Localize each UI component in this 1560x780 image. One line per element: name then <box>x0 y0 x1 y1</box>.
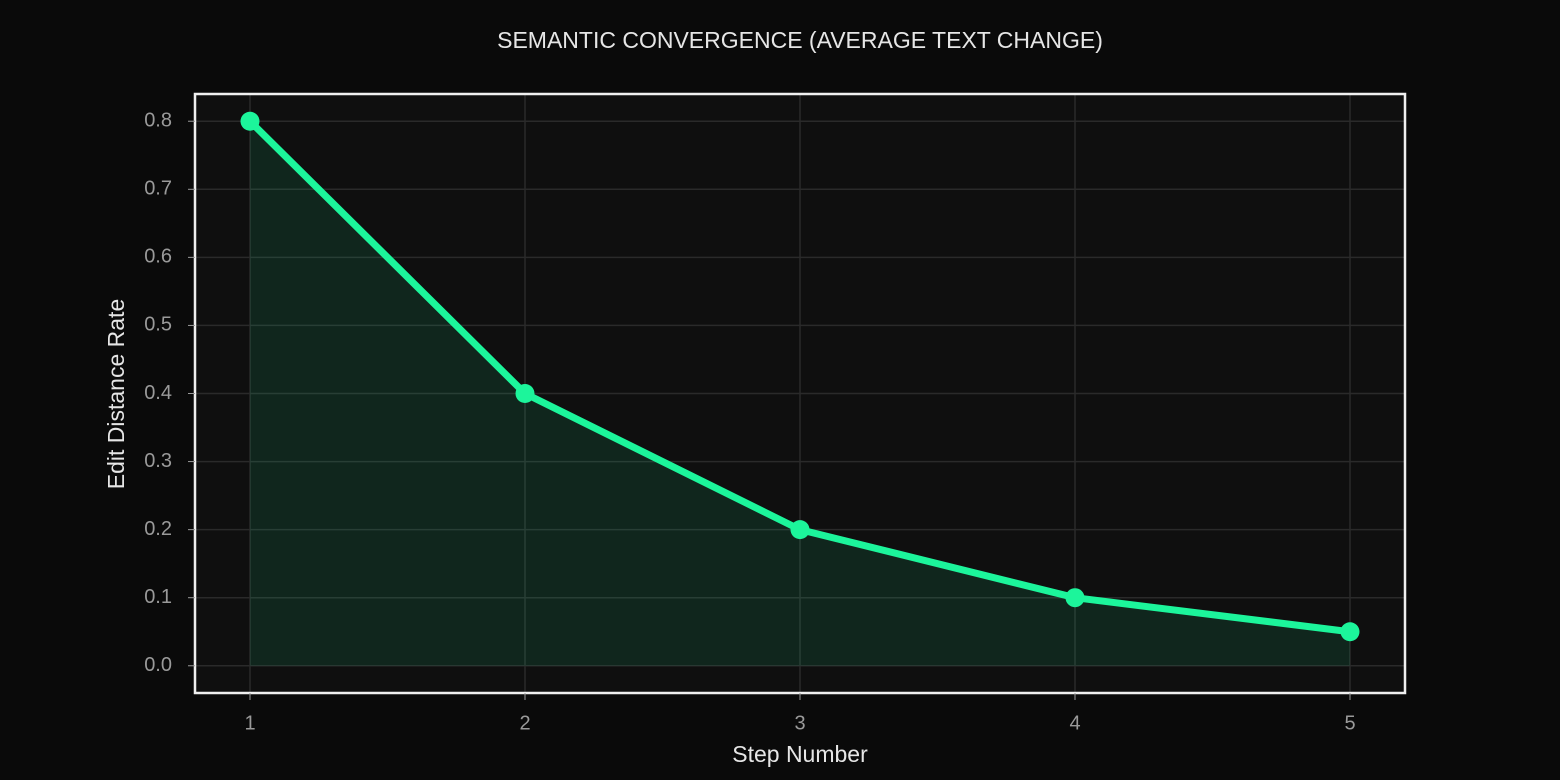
y-axis-label: Edit Distance Rate <box>103 299 129 489</box>
y-tick-label: 0.8 <box>144 110 172 132</box>
y-tick-label: 0.7 <box>144 178 172 200</box>
x-tick-label: 2 <box>519 712 530 734</box>
chart-title: SEMANTIC CONVERGENCE (AVERAGE TEXT CHANG… <box>497 27 1103 53</box>
marker <box>515 384 535 403</box>
y-tick-label: 0.2 <box>144 518 172 540</box>
y-tick-label: 0.0 <box>144 654 172 676</box>
y-tick-label: 0.1 <box>144 586 172 608</box>
marker <box>1065 588 1085 608</box>
x-tick-label: 1 <box>244 712 255 734</box>
x-tick-label: 4 <box>1069 712 1080 734</box>
x-tick-label: 3 <box>794 712 805 734</box>
x-tick-label: 5 <box>1344 712 1355 734</box>
y-tick-label: 0.6 <box>144 246 172 268</box>
marker <box>1340 622 1360 642</box>
y-tick-label: 0.5 <box>144 314 172 336</box>
x-axis-label: Step Number <box>732 741 868 767</box>
marks <box>240 111 1360 666</box>
marker <box>240 111 260 131</box>
area <box>250 121 1350 666</box>
y-tick-label: 0.3 <box>144 450 172 472</box>
y-tick-label: 0.4 <box>144 382 172 404</box>
marker <box>790 520 810 540</box>
